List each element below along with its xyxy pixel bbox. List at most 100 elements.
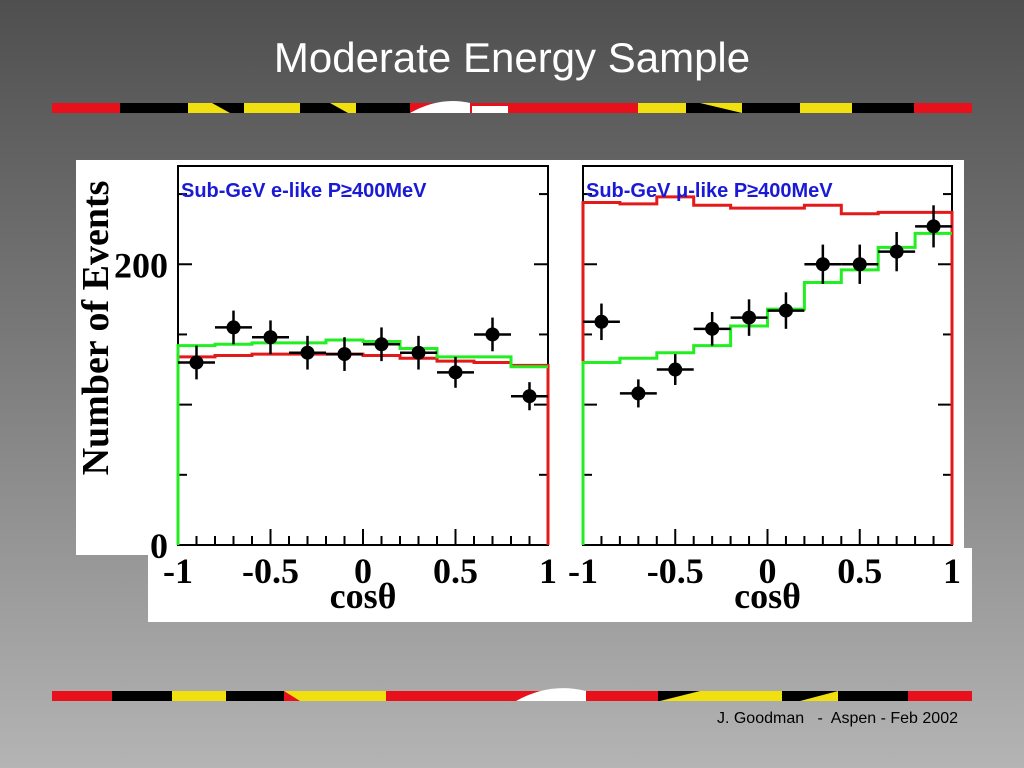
data-marker [411, 345, 426, 360]
oscillation-fit-histogram [176, 338, 548, 545]
x-tick-label: 0.5 [433, 551, 478, 591]
x-axis-label: cosθ [330, 576, 397, 616]
stripe-yellow-segment [330, 691, 386, 701]
data-point [326, 337, 363, 371]
data-marker [374, 337, 389, 352]
bottom-stripe-band [52, 688, 972, 701]
data-points [178, 310, 548, 411]
stripe-black-segment [686, 103, 742, 113]
data-point [289, 335, 326, 370]
stripe-black-segment [782, 691, 838, 701]
top-stripe-band [52, 100, 972, 113]
data-marker [742, 310, 757, 325]
stripe-yellow-segment [188, 103, 244, 113]
x-tick-labels: -1 -0.5 0 0.5 1 [163, 551, 557, 591]
y-tick-labels: 0 200 [114, 245, 168, 566]
data-marker [889, 244, 904, 259]
data-marker [668, 362, 683, 377]
data-point [767, 292, 805, 329]
figure-background [76, 160, 964, 555]
data-marker [815, 257, 830, 272]
stripe-black-segment [838, 691, 908, 701]
x-tick-marks [600, 529, 935, 545]
x-tick-label: 0.5 [837, 551, 882, 591]
stripe-black-segment [300, 103, 356, 113]
x-tick-labels: -1 -0.5 0 0.5 1 [568, 551, 961, 591]
data-marker [594, 314, 609, 329]
data-point [730, 299, 768, 336]
data-point [841, 244, 879, 284]
stripe-black-segment [226, 691, 284, 701]
data-point [215, 310, 252, 345]
data-point [619, 379, 657, 408]
stripe-yellow-wedge [330, 103, 356, 113]
stripe-black-segment [120, 103, 188, 113]
x-tick-label: 1 [539, 551, 557, 591]
data-point [474, 317, 511, 352]
y-tick-marks [583, 193, 952, 476]
y-tick-label: 0 [150, 526, 168, 566]
x-axis-label: cosθ [734, 576, 801, 616]
stripe-white-arc [410, 100, 470, 113]
data-marker [263, 330, 278, 345]
slide-title: Moderate Energy Sample [273, 34, 751, 81]
data-point [511, 382, 548, 411]
x-tick-label: -0.5 [242, 551, 299, 591]
data-point [804, 244, 842, 284]
stripe-black-segment [852, 103, 914, 113]
y-tick-label: 200 [114, 245, 168, 285]
data-marker [300, 345, 315, 360]
data-marker [337, 347, 352, 362]
x-tick-marks [195, 529, 531, 545]
stripe-yellow-segment [726, 691, 782, 701]
panel-gap [550, 160, 582, 555]
data-point [583, 303, 620, 341]
panel-mu-like: Sub-GeV μ-like P≥400MeV -1 -0.5 0 0.5 1 cosθ [568, 165, 961, 616]
stripe-white-segment [472, 106, 508, 113]
stripe-red-base [52, 103, 972, 113]
x-tick-label: -0.5 [647, 551, 704, 591]
stripe-red-base [52, 691, 972, 701]
stripe-yellow-wedge [660, 691, 726, 701]
stripe-black-segment [742, 103, 800, 113]
stripe-white-arc [516, 688, 586, 701]
data-point [437, 356, 474, 388]
oscillation-fit-histogram [581, 231, 952, 545]
data-points [583, 205, 952, 408]
stripe-yellow-segment [638, 103, 686, 113]
footer-credit: J. Goodman - Aspen - Feb 2002 [716, 710, 958, 727]
data-marker [631, 386, 646, 401]
panel-e-like: Sub-GeV e-like P≥400MeV -1 -0.5 0 0.5 1 0 200… [114, 165, 557, 616]
stripe-yellow-wedge [284, 691, 330, 701]
stripe-yellow-segment [172, 691, 226, 701]
stripe-black-segment [356, 103, 410, 113]
x-tick-label: 0 [759, 551, 777, 591]
stripe-black-segment [112, 691, 172, 701]
data-marker [448, 365, 463, 380]
stripe-yellow-wedge [800, 691, 838, 701]
x-tick-label: 0 [354, 551, 372, 591]
y-axis-label: Number of Events [75, 181, 117, 476]
stripe-yellow-wedge [700, 103, 742, 113]
data-marker [485, 327, 500, 342]
panel-title: Sub-GeV e-like P≥400MeV [181, 180, 427, 202]
data-point [915, 205, 952, 248]
data-marker [189, 355, 204, 370]
stripe-yellow-segment [244, 103, 300, 113]
data-marker [705, 321, 720, 336]
data-marker [522, 389, 537, 404]
data-marker [226, 320, 241, 335]
data-point [252, 320, 289, 355]
data-point [363, 327, 400, 362]
y-tick-marks [178, 193, 548, 476]
data-marker [852, 257, 867, 272]
data-point [400, 335, 437, 370]
stripe-yellow-segment [800, 103, 852, 113]
x-tick-label: 1 [943, 551, 961, 591]
data-point [878, 231, 916, 272]
data-point [693, 311, 731, 346]
no-oscillation-histogram [581, 195, 954, 545]
data-marker [778, 303, 793, 318]
stripe-black-wedge [212, 103, 244, 113]
